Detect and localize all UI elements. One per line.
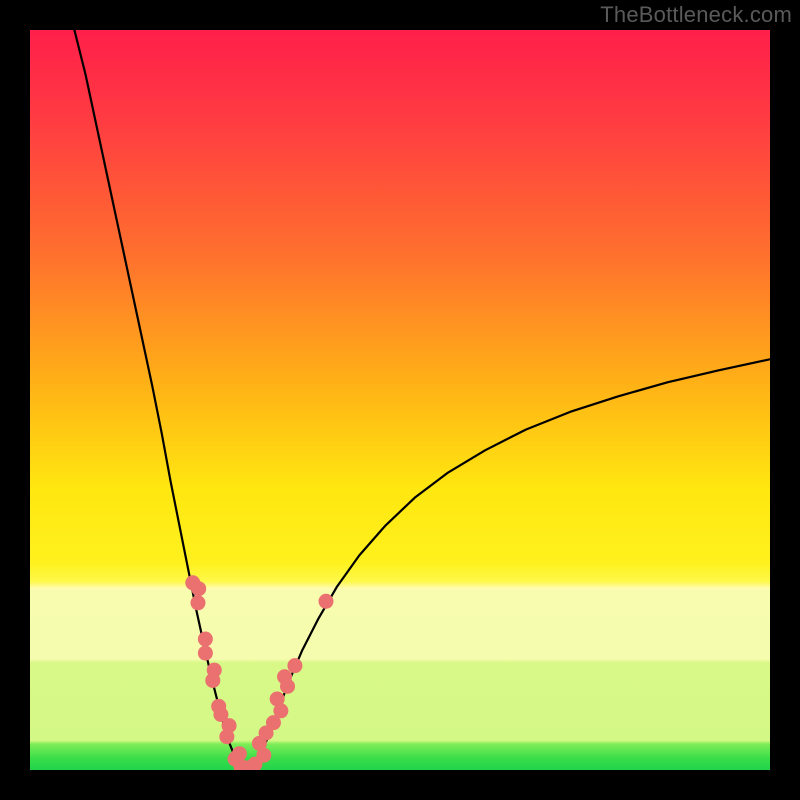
data-point <box>198 632 213 647</box>
attribution-text: TheBottleneck.com <box>600 2 792 28</box>
data-point <box>222 718 237 733</box>
data-point <box>256 748 271 763</box>
plot-svg <box>30 30 770 770</box>
data-point <box>273 703 288 718</box>
data-point <box>280 679 295 694</box>
data-point <box>319 594 334 609</box>
bottleneck-curve <box>74 30 770 770</box>
plot-area <box>30 30 770 770</box>
data-point <box>198 646 213 661</box>
data-point <box>190 595 205 610</box>
chart-container: { "attribution": "TheBottleneck.com", "l… <box>0 0 800 800</box>
data-point <box>191 581 206 596</box>
data-point <box>207 663 222 678</box>
data-point <box>287 658 302 673</box>
